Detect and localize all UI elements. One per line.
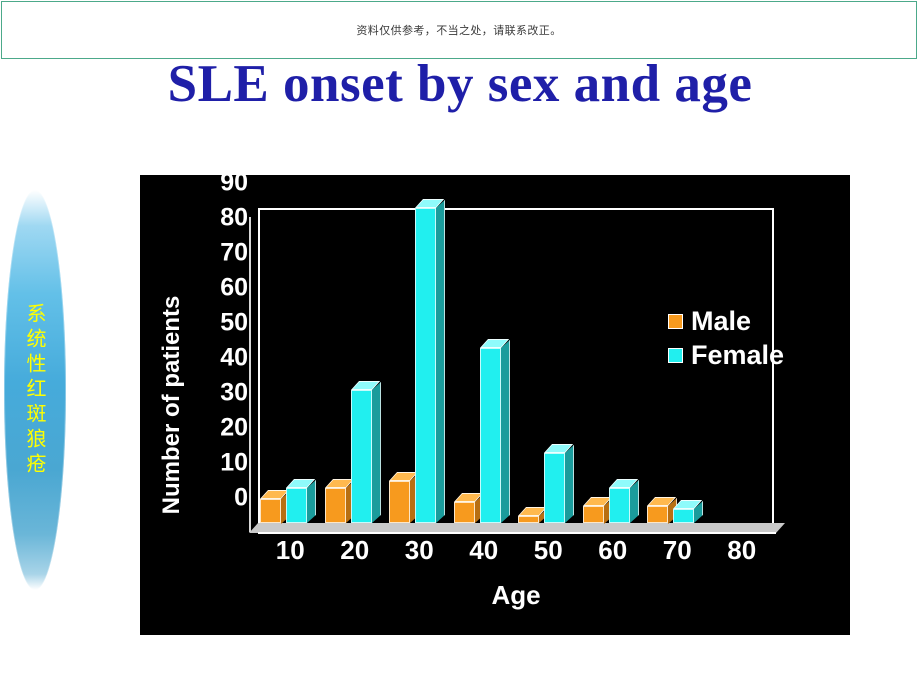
y-axis-tick-label: 10 [220, 448, 248, 477]
disclaimer-text: 资料仅供参考，不当之处，请联系改正。 [356, 24, 562, 37]
plot-side-wall [249, 217, 258, 532]
bar-female-20 [350, 381, 381, 523]
legend-item-female: Female [668, 342, 784, 369]
bar-female-10 [286, 479, 317, 523]
chart-legend: Male Female [668, 308, 784, 369]
bar-female-60 [608, 479, 639, 523]
bar-front-face [260, 498, 282, 523]
legend-swatch-icon [668, 348, 683, 363]
x-axis-tick-label: 10 [275, 535, 305, 565]
bar-male-10 [260, 489, 291, 523]
y-axis-tick-label: 70 [220, 238, 248, 267]
bar-male-70 [647, 496, 678, 523]
bar-male-30 [389, 472, 420, 523]
bar-male-40 [453, 493, 484, 523]
bar-front-face [415, 208, 437, 523]
bar-side-face [307, 479, 317, 523]
plot-floor-front-edge [258, 532, 776, 534]
bar-group [647, 208, 707, 523]
side-banner-label: 系统性红斑狼疮 [23, 302, 47, 478]
plot-area: 0 10 20 30 40 50 60 70 80 90 10 20 30 40 50 60 70 80 [220, 170, 786, 563]
y-axis-tick-label: 80 [220, 203, 248, 232]
disclaimer-banner: 资料仅供参考，不当之处，请联系改正。 [1, 1, 917, 59]
bar-front-face [350, 390, 372, 523]
bar-group [518, 208, 578, 523]
legend-label: Female [691, 340, 785, 370]
y-axis-tick-label: 20 [220, 413, 248, 442]
bar-group [324, 208, 385, 523]
legend-item-male: Male [668, 308, 784, 335]
bar-front-face [453, 502, 475, 523]
bar-side-face [500, 339, 510, 523]
bar-female-30 [415, 199, 446, 523]
y-axis-tick-label: 90 [220, 168, 248, 197]
bar-female-50 [544, 444, 575, 523]
bar-side-face [436, 199, 446, 523]
bar-front-face [389, 481, 411, 523]
bar-front-face [608, 488, 630, 523]
bar-group [260, 208, 320, 523]
x-axis-tick-label: 20 [340, 535, 370, 565]
plot-frame [258, 208, 774, 523]
chart-panel: Number of patients Age 0 10 20 30 40 50 60 70 80… [140, 170, 850, 635]
bar-front-face [324, 488, 346, 523]
y-axis-tick-label: 50 [220, 308, 248, 337]
bar-side-face [629, 479, 639, 523]
bar-female-40 [479, 339, 510, 523]
x-axis-tick-label: 40 [469, 535, 499, 565]
x-axis-tick-label: 60 [598, 535, 628, 565]
bar-male-60 [582, 496, 613, 523]
x-axis-tick-label: 80 [727, 535, 757, 565]
bar-male-50 [518, 507, 549, 523]
y-axis-title: Number of patients [158, 295, 185, 515]
bar-group [582, 208, 643, 523]
bar-group [389, 199, 449, 523]
bar-front-face [286, 488, 308, 523]
x-axis-title: Age [491, 580, 541, 610]
bar-side-face [565, 444, 575, 523]
y-axis-tick-label: 40 [220, 343, 248, 372]
bar-front-face [479, 348, 501, 523]
bar-side-face [371, 381, 381, 523]
bar-male-20 [324, 479, 355, 523]
bar-group [453, 208, 514, 523]
side-banner-shape: 系统性红斑狼疮 [4, 190, 66, 590]
legend-swatch-icon [668, 314, 683, 329]
bar-front-face [582, 505, 604, 523]
y-axis-tick-label: 60 [220, 273, 248, 302]
bar-front-face [518, 516, 540, 523]
x-axis-tick-label: 30 [404, 535, 434, 565]
bar-front-face [673, 509, 695, 523]
x-axis-tick-label: 50 [533, 535, 563, 565]
bar-front-face [544, 453, 566, 523]
page-title: SLE onset by sex and age [167, 55, 753, 113]
y-axis-tick-label: 30 [220, 378, 248, 407]
x-axis-tick-label: 70 [662, 535, 692, 565]
legend-label: Male [691, 306, 752, 336]
bar-female-70 [673, 500, 704, 523]
y-axis-tick-label: 0 [234, 483, 248, 512]
bar-front-face [647, 505, 669, 523]
